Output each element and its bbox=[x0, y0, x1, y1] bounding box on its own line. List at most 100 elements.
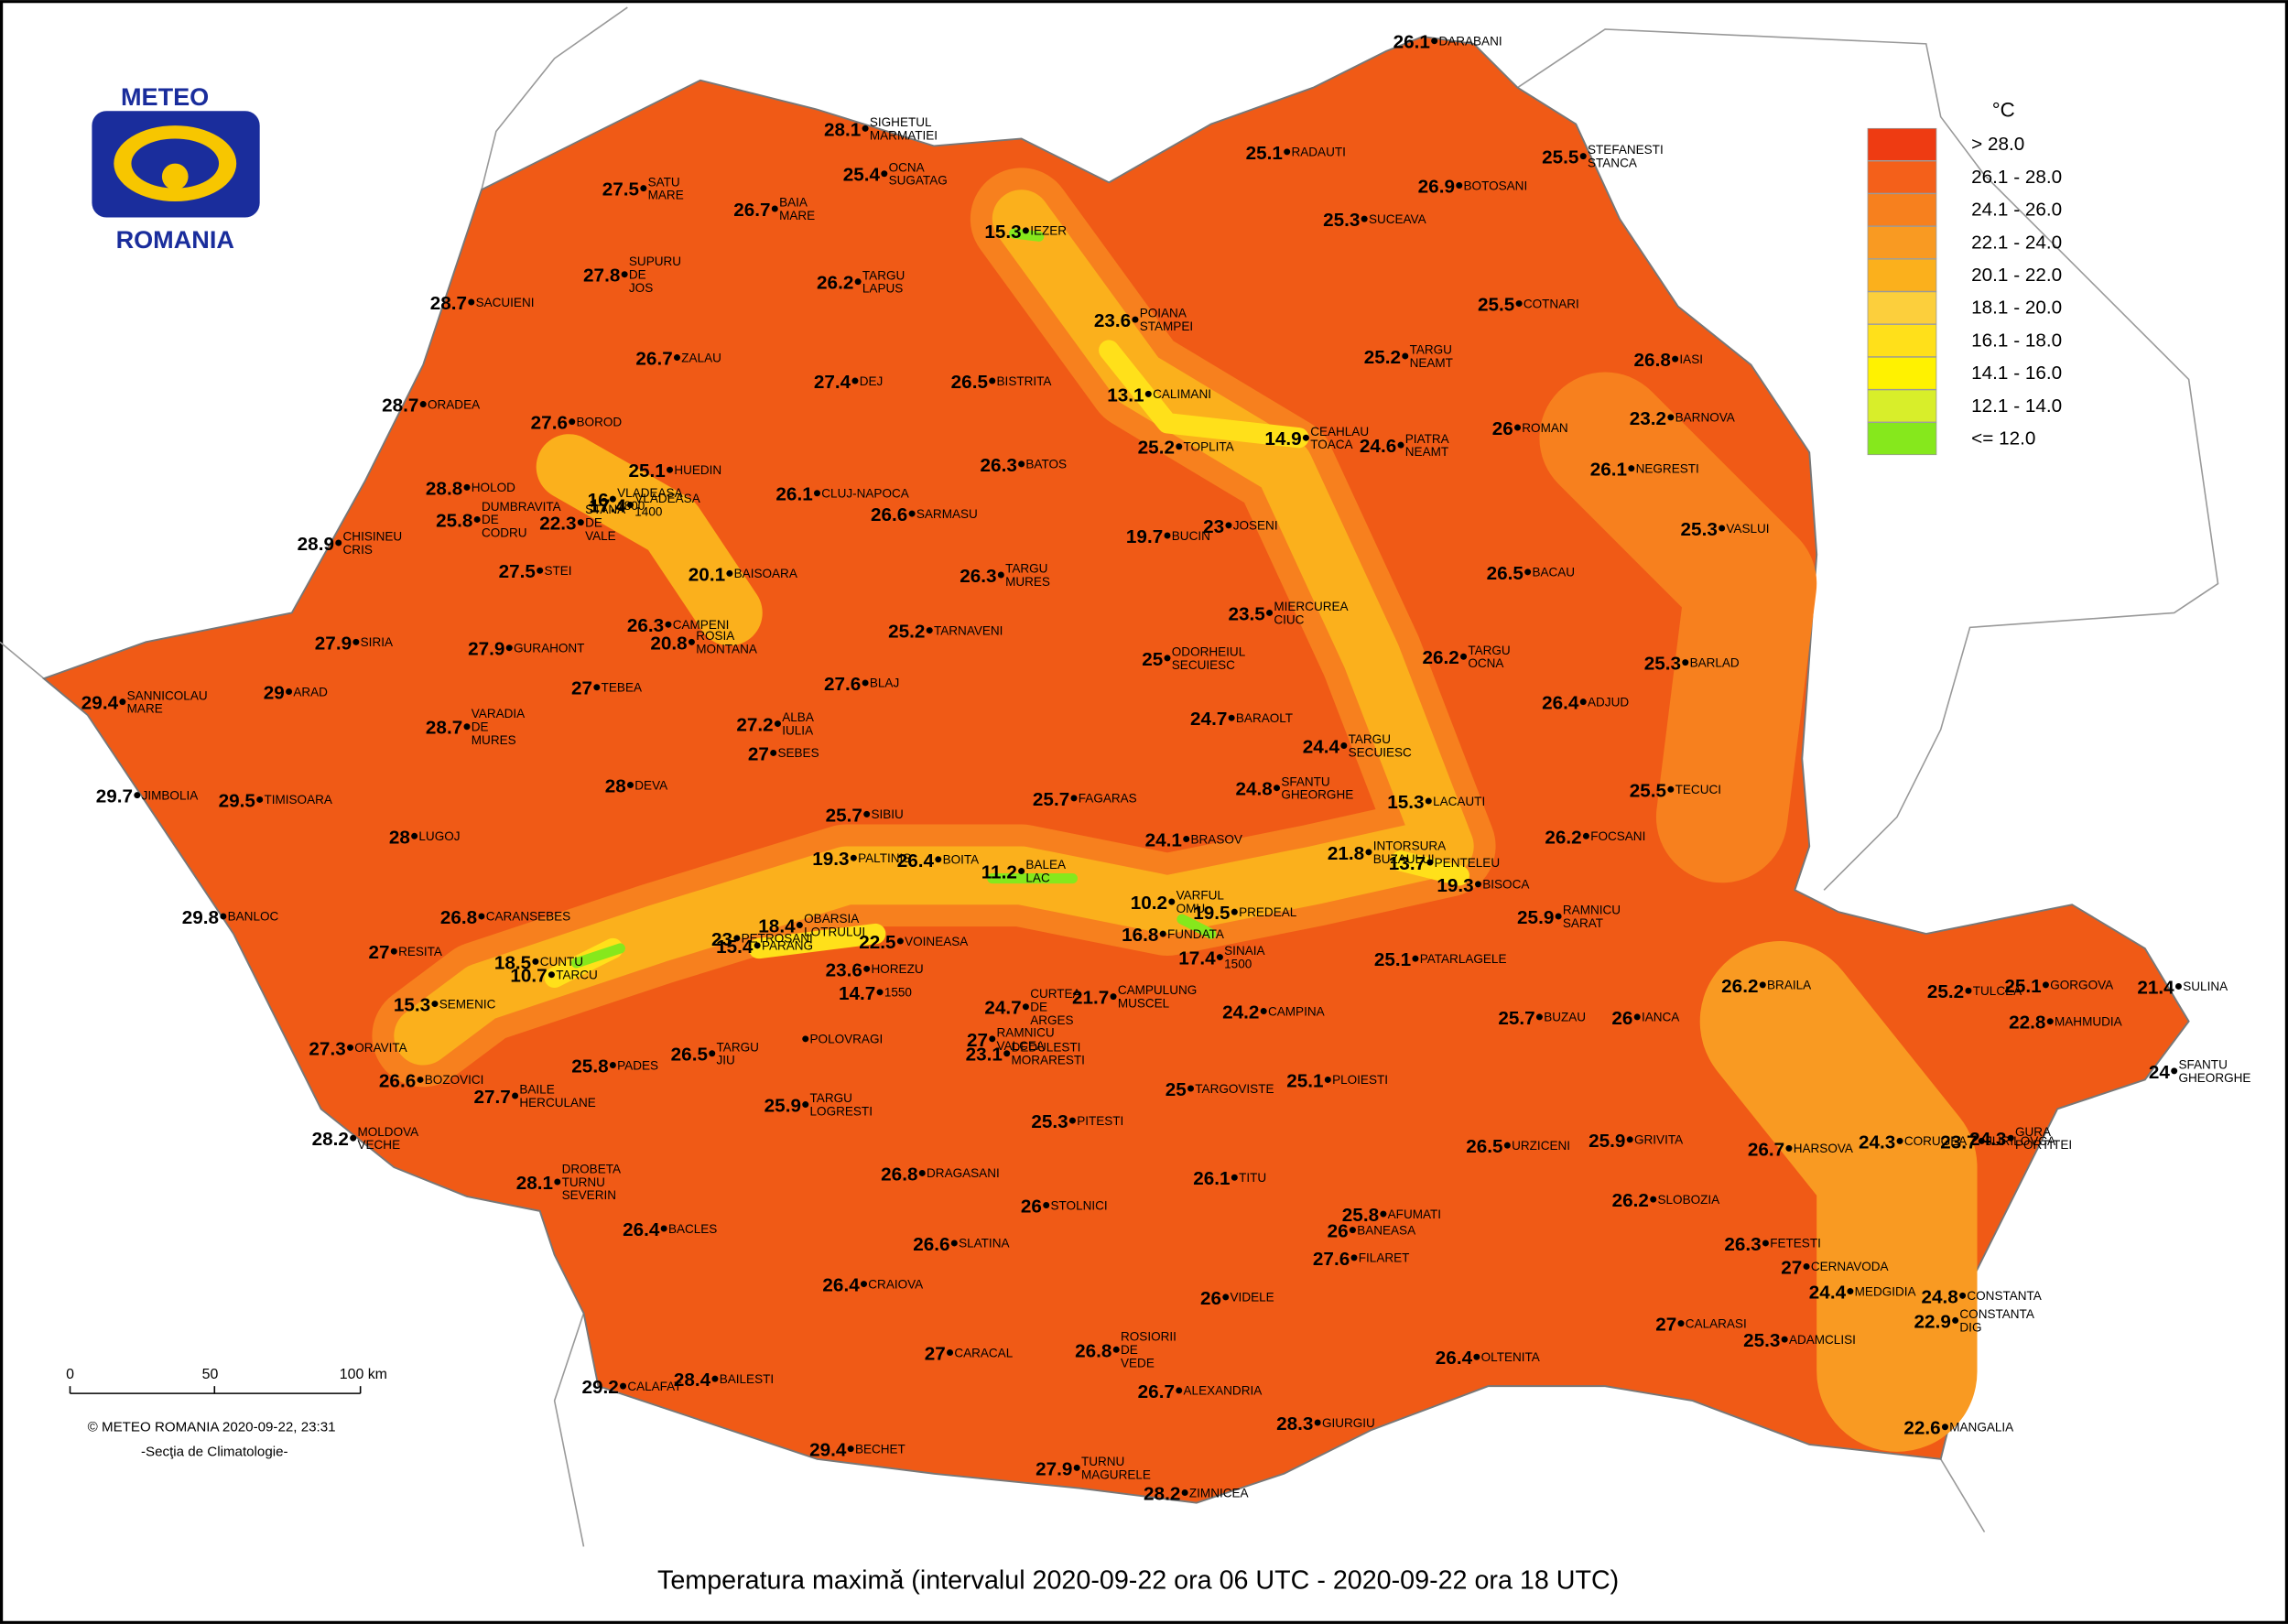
station-name: BOROD bbox=[577, 415, 623, 428]
station-dot bbox=[431, 1001, 439, 1008]
station-value: 29.8 bbox=[182, 907, 219, 928]
station-dot bbox=[548, 971, 555, 979]
station: ADAMCLISI 25.3 bbox=[1743, 1330, 1856, 1351]
station: GORGOVA 25.1 bbox=[2004, 976, 2113, 997]
station-value: 25.1 bbox=[1374, 949, 1411, 970]
legend-label: 12.1 - 14.0 bbox=[1971, 395, 2062, 417]
station-value: 28.7 bbox=[382, 395, 418, 417]
station-name: CONSTANTA bbox=[1967, 1289, 2041, 1303]
station-dot bbox=[1164, 655, 1171, 662]
station-name: BISOCA bbox=[1482, 878, 1529, 892]
station-dot bbox=[667, 466, 674, 473]
station-name: MARE bbox=[779, 209, 815, 222]
station: BAISOARA 20.1 bbox=[689, 564, 797, 585]
station-dot bbox=[876, 989, 884, 996]
station-dot bbox=[1896, 1137, 1903, 1144]
station: TARGOVISTE 25 bbox=[1166, 1079, 1274, 1100]
station-value: 22.6 bbox=[1903, 1418, 1940, 1439]
station-value: 25.5 bbox=[1478, 295, 1514, 316]
station-dot bbox=[1365, 849, 1372, 856]
station: BLAJ 27.6 bbox=[824, 674, 899, 695]
station-value: 27.2 bbox=[736, 715, 773, 736]
station-name: MURES bbox=[1005, 575, 1050, 589]
station: BUCIN 19.7 bbox=[1126, 526, 1210, 547]
station-value: 25.8 bbox=[1342, 1205, 1379, 1226]
station: CARANSEBES 26.8 bbox=[440, 907, 570, 928]
station-name: PIATRA bbox=[1405, 432, 1449, 446]
station-value: 26 bbox=[1611, 1008, 1632, 1029]
station-name: TARGU bbox=[717, 1040, 759, 1054]
station-dot bbox=[346, 1044, 354, 1051]
station-dot bbox=[1759, 981, 1766, 989]
station-name: SUCEAVA bbox=[1369, 212, 1426, 226]
station: DRAGASANI 26.8 bbox=[881, 1164, 1000, 1185]
station-dot bbox=[860, 1281, 868, 1288]
station-dot bbox=[134, 792, 141, 799]
station-name: FAGARAS bbox=[1079, 792, 1137, 806]
station-dot bbox=[1941, 1424, 1948, 1431]
station-dot bbox=[802, 1101, 809, 1109]
station-name: IEZER bbox=[1030, 224, 1067, 238]
station-value: 26.5 bbox=[1466, 1136, 1502, 1157]
station-name: SACUIENI bbox=[476, 296, 535, 309]
station-name: DRAGASANI bbox=[927, 1166, 1000, 1180]
station-dot bbox=[1474, 881, 1481, 888]
station-value: 25.9 bbox=[1517, 907, 1554, 928]
station-name: TARGU bbox=[862, 268, 905, 282]
station-dot bbox=[851, 377, 859, 384]
station-value: 25.7 bbox=[1498, 1008, 1534, 1029]
station-name: SECUIESC bbox=[1172, 658, 1235, 672]
station-value: 25.7 bbox=[1033, 789, 1069, 810]
station: DEJ 27.4 bbox=[814, 372, 883, 393]
station: PARANG 15.4 bbox=[716, 937, 813, 958]
station-dot bbox=[1426, 859, 1434, 866]
station-name: OBARSIA bbox=[804, 912, 859, 926]
station-value: 25.3 bbox=[1031, 1111, 1068, 1132]
station-value: 23.6 bbox=[826, 959, 862, 980]
station-name: DE bbox=[1030, 1001, 1047, 1014]
station: BOTOSANI 26.9 bbox=[1418, 176, 1528, 197]
station-value: 20.1 bbox=[689, 564, 725, 585]
station-value: 27 bbox=[1655, 1315, 1676, 1336]
station-value: 25 bbox=[1142, 649, 1163, 670]
station-dot bbox=[711, 1375, 719, 1382]
station: PATARLAGELE 25.1 bbox=[1374, 949, 1507, 970]
station-name: BECHET bbox=[855, 1442, 905, 1456]
station-dot bbox=[1762, 1240, 1769, 1247]
station-name: CALARASI bbox=[1686, 1316, 1747, 1330]
station-value: 24.7 bbox=[1190, 709, 1227, 730]
station: BANLOC 29.8 bbox=[182, 907, 279, 928]
station-name: SFANTU bbox=[2178, 1058, 2227, 1072]
legend-label: 14.1 - 16.0 bbox=[1971, 363, 2062, 384]
station-value: 26.3 bbox=[960, 566, 996, 587]
station-name: CAMPULUNG bbox=[1118, 983, 1197, 997]
station-name: OCNA bbox=[889, 160, 925, 174]
legend-swatch bbox=[1867, 226, 1937, 259]
station-name: ADAMCLISI bbox=[1789, 1333, 1856, 1347]
station-value: 16 bbox=[588, 490, 609, 511]
station-dot bbox=[802, 1035, 809, 1043]
station-value: 24.7 bbox=[984, 998, 1021, 1019]
station-dot bbox=[609, 495, 616, 503]
station: TARNAVENI 25.2 bbox=[888, 622, 1003, 643]
station-name: SUGATAG bbox=[889, 174, 948, 188]
station-dot bbox=[1018, 460, 1025, 468]
station: SARMASU 26.6 bbox=[871, 504, 978, 525]
station-dot bbox=[709, 1050, 716, 1057]
station: GIURGIU 28.3 bbox=[1276, 1413, 1375, 1435]
station-dot bbox=[352, 638, 360, 645]
station: DEVA 28 bbox=[605, 775, 667, 796]
station-dot bbox=[1513, 424, 1522, 431]
station-name: SANNICOLAU bbox=[127, 688, 208, 702]
station-name: CERNAVODA bbox=[1811, 1260, 1889, 1273]
station-dot bbox=[119, 698, 126, 706]
scale-label: 50 bbox=[202, 1367, 219, 1382]
